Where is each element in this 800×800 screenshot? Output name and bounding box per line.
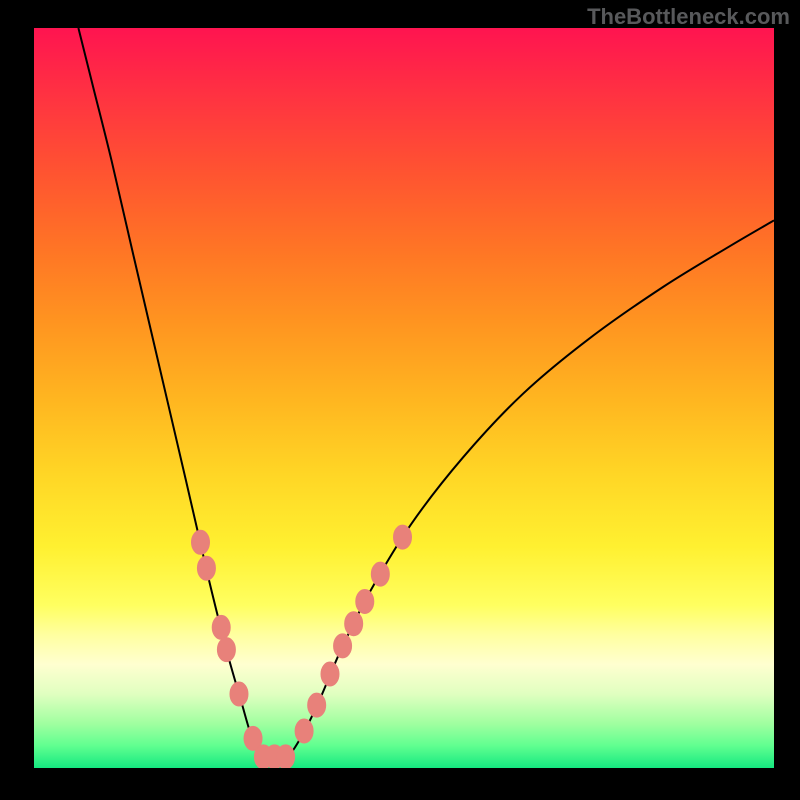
data-marker xyxy=(321,662,339,686)
data-marker xyxy=(192,530,210,554)
data-marker xyxy=(308,693,326,717)
watermark-text: TheBottleneck.com xyxy=(587,4,790,30)
bottleneck-chart xyxy=(34,28,774,768)
data-marker xyxy=(197,556,215,580)
data-marker xyxy=(230,682,248,706)
chart-container: TheBottleneck.com xyxy=(0,0,800,800)
data-marker xyxy=(394,525,412,549)
markers-bottom xyxy=(254,745,294,768)
data-marker xyxy=(295,719,313,743)
data-marker xyxy=(371,562,389,586)
gradient-background xyxy=(34,28,774,768)
plot-area xyxy=(34,28,774,768)
data-marker xyxy=(212,615,230,639)
data-marker xyxy=(277,745,295,768)
data-marker xyxy=(217,638,235,662)
data-marker xyxy=(356,590,374,614)
data-marker xyxy=(334,634,352,658)
data-marker xyxy=(345,612,363,636)
